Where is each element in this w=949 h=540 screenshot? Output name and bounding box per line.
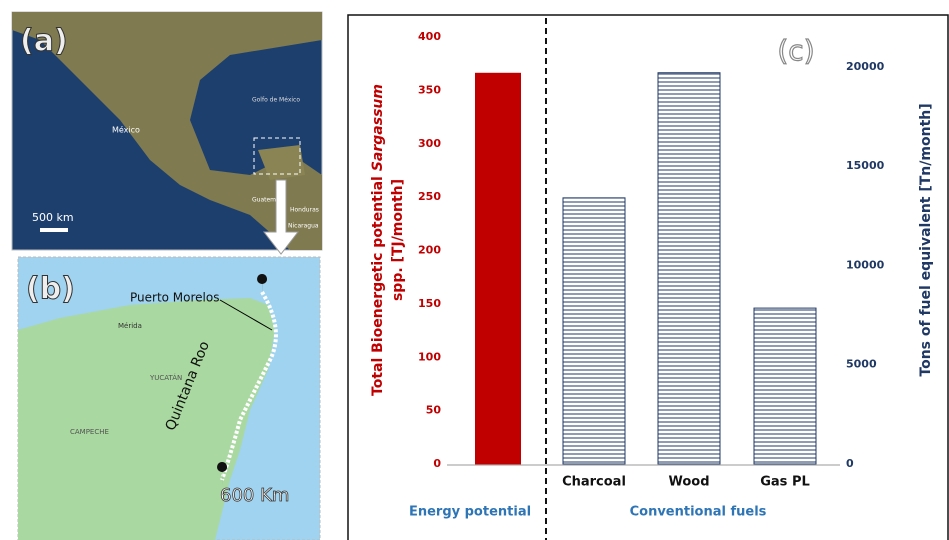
distance-label: 600 Km bbox=[220, 485, 289, 506]
bar bbox=[563, 198, 625, 464]
group-label: Energy potential bbox=[409, 505, 531, 520]
place: México bbox=[112, 125, 140, 135]
y2-tick-label: 15000 bbox=[846, 159, 885, 172]
place: CAMPECHE bbox=[70, 428, 109, 436]
y-axis-title: Total Bioenergetic potential Sargassum bbox=[370, 84, 386, 396]
y-tick-label: 300 bbox=[418, 137, 441, 150]
y2-tick-label: 10000 bbox=[846, 258, 885, 271]
y2-tick-label: 5000 bbox=[846, 358, 877, 371]
group-label: Conventional fuels bbox=[630, 505, 767, 520]
bar bbox=[658, 73, 720, 464]
place: Mérida bbox=[118, 322, 142, 330]
y-tick-label: 250 bbox=[418, 190, 441, 203]
x-tick-label: Gas PL bbox=[760, 475, 810, 490]
y-axis-title: spp. [TJ/month] bbox=[390, 179, 406, 301]
panel-label: (b) bbox=[26, 272, 75, 307]
y2-tick-label: 0 bbox=[846, 457, 854, 470]
y-title-italic: Sargassum bbox=[370, 84, 386, 171]
figure: (a) 500 km México Golfo de México Guatem… bbox=[0, 0, 949, 540]
bar bbox=[754, 308, 816, 464]
y-tick-label: 0 bbox=[433, 457, 441, 470]
y2-axis-title: Tons of fuel equivalent [Tn/month] bbox=[918, 103, 934, 376]
place: Nicaragua bbox=[288, 223, 319, 230]
y-tick-label: 200 bbox=[418, 244, 441, 257]
scale-bar bbox=[40, 228, 68, 232]
y-tick-label: 100 bbox=[418, 350, 441, 363]
y-tick-label: 350 bbox=[418, 83, 441, 96]
page: {"panel_a": {"label": "(a)", "scale": "5… bbox=[0, 0, 949, 540]
y-tick-label: 400 bbox=[418, 30, 441, 43]
x-tick-label: Charcoal bbox=[562, 475, 626, 490]
panel-label: (a) bbox=[20, 24, 68, 59]
y-tick-label: 150 bbox=[418, 297, 441, 310]
place: YUCATÁN bbox=[149, 373, 182, 382]
panel-label: (c) bbox=[777, 34, 814, 67]
place: Golfo de México bbox=[252, 97, 300, 104]
y-tick-label: 50 bbox=[426, 404, 442, 417]
y-title-part: Total Bioenergetic potential bbox=[370, 176, 386, 396]
place: Puerto Morelos bbox=[130, 291, 219, 305]
bar bbox=[476, 73, 521, 464]
x-tick-label: Wood bbox=[668, 475, 709, 490]
scale-label: 500 km bbox=[32, 211, 74, 224]
map-b: (b) Puerto Morelos Mérida Quintana Roo Y… bbox=[18, 257, 320, 540]
y2-tick-label: 20000 bbox=[846, 60, 885, 73]
place: Honduras bbox=[290, 207, 319, 214]
